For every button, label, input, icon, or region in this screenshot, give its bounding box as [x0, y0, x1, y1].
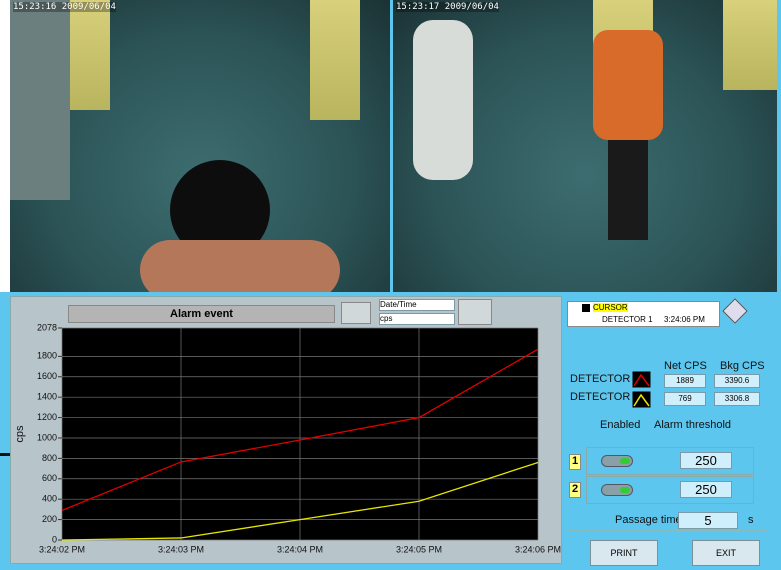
cursor-detector: DETECTOR 1	[602, 315, 653, 324]
enable-toggle[interactable]	[601, 455, 633, 467]
person	[608, 140, 648, 240]
data-line	[61, 348, 539, 512]
y-tick-label: 600	[42, 473, 57, 483]
passage-input[interactable]: 5	[678, 512, 738, 529]
data-line	[61, 461, 539, 541]
threshold-input[interactable]: 250	[680, 452, 732, 469]
threshold-label: Alarm threshold	[654, 419, 732, 431]
cursor-time: 3:24:06 PM	[664, 315, 705, 324]
net-cps: 769	[664, 392, 706, 406]
edge-line	[0, 453, 10, 456]
threshold-input[interactable]: 250	[680, 481, 732, 498]
legend-icons	[632, 371, 651, 408]
print-button[interactable]: PRINT	[590, 540, 658, 566]
camera-view: 15:23:17 2009/06/04	[393, 0, 777, 292]
person	[413, 20, 473, 180]
passage-unit: s	[748, 514, 754, 526]
cursor-icon	[582, 304, 590, 312]
cursor-panel[interactable]: CURSOR DETECTOR 1 3:24:06 PM	[567, 301, 720, 327]
column-header: Net CPS	[664, 360, 707, 372]
y-tick-label: 200	[42, 514, 57, 524]
person	[593, 30, 663, 140]
person	[140, 240, 340, 292]
column-header: Bkg CPS	[720, 360, 765, 372]
detector-name: DETECTOR 2	[570, 391, 640, 403]
x-tick-label: 3:24:03 PM	[158, 544, 204, 554]
scale-format[interactable]	[458, 299, 492, 325]
y-tick-label: 400	[42, 494, 57, 504]
alarm-row	[586, 447, 754, 475]
y-tick-label: 1600	[37, 371, 57, 381]
y-tick-label: 1000	[37, 432, 57, 442]
x-tick-label: 3:24:05 PM	[396, 544, 442, 554]
y-axis-label: cps	[14, 425, 26, 443]
detector-name: DETECTOR 1	[570, 373, 640, 385]
y-scale-name: cps	[379, 313, 455, 325]
y-tick-label: 2078	[37, 322, 57, 332]
enabled-label: Enabled	[600, 419, 641, 431]
enable-toggle[interactable]	[601, 484, 633, 496]
y-tick-label: 1400	[37, 392, 57, 402]
exit-button[interactable]: EXIT	[692, 540, 760, 566]
alarm-panel	[567, 409, 768, 531]
graph-tools[interactable]	[341, 302, 371, 324]
door	[10, 0, 70, 200]
bkg-cps: 3306.8	[714, 392, 760, 406]
camera-view: 15:23:16 2009/06/04	[10, 0, 390, 292]
y-tick-label: 800	[42, 453, 57, 463]
passage-label: Passage time	[615, 514, 682, 526]
timestamp: 15:23:17 2009/06/04	[396, 2, 499, 12]
net-cps: 1889	[664, 374, 706, 388]
alarm-row	[586, 476, 754, 504]
timestamp: 15:23:16 2009/06/04	[13, 2, 116, 12]
legend-swatch	[632, 391, 651, 408]
y-tick-label: 0	[52, 534, 57, 544]
legend-line	[633, 393, 650, 407]
x-tick-label: 3:24:06 PM	[515, 544, 561, 554]
y-tick-label: 1800	[37, 351, 57, 361]
bkg-cps: 3390.6	[714, 374, 760, 388]
edge	[0, 0, 10, 292]
row-id: 1	[569, 454, 581, 470]
y-tick-label: 1200	[37, 412, 57, 422]
cursor-label: CURSOR	[593, 303, 628, 312]
chart-title: Alarm event	[68, 305, 335, 323]
legend-swatch	[632, 371, 651, 388]
row-id: 2	[569, 482, 581, 498]
x-tick-label: 3:24:04 PM	[277, 544, 323, 554]
x-scale-name: Date/Time	[379, 299, 455, 311]
legend-line	[633, 373, 650, 387]
x-tick-label: 3:24:02 PM	[39, 544, 85, 554]
